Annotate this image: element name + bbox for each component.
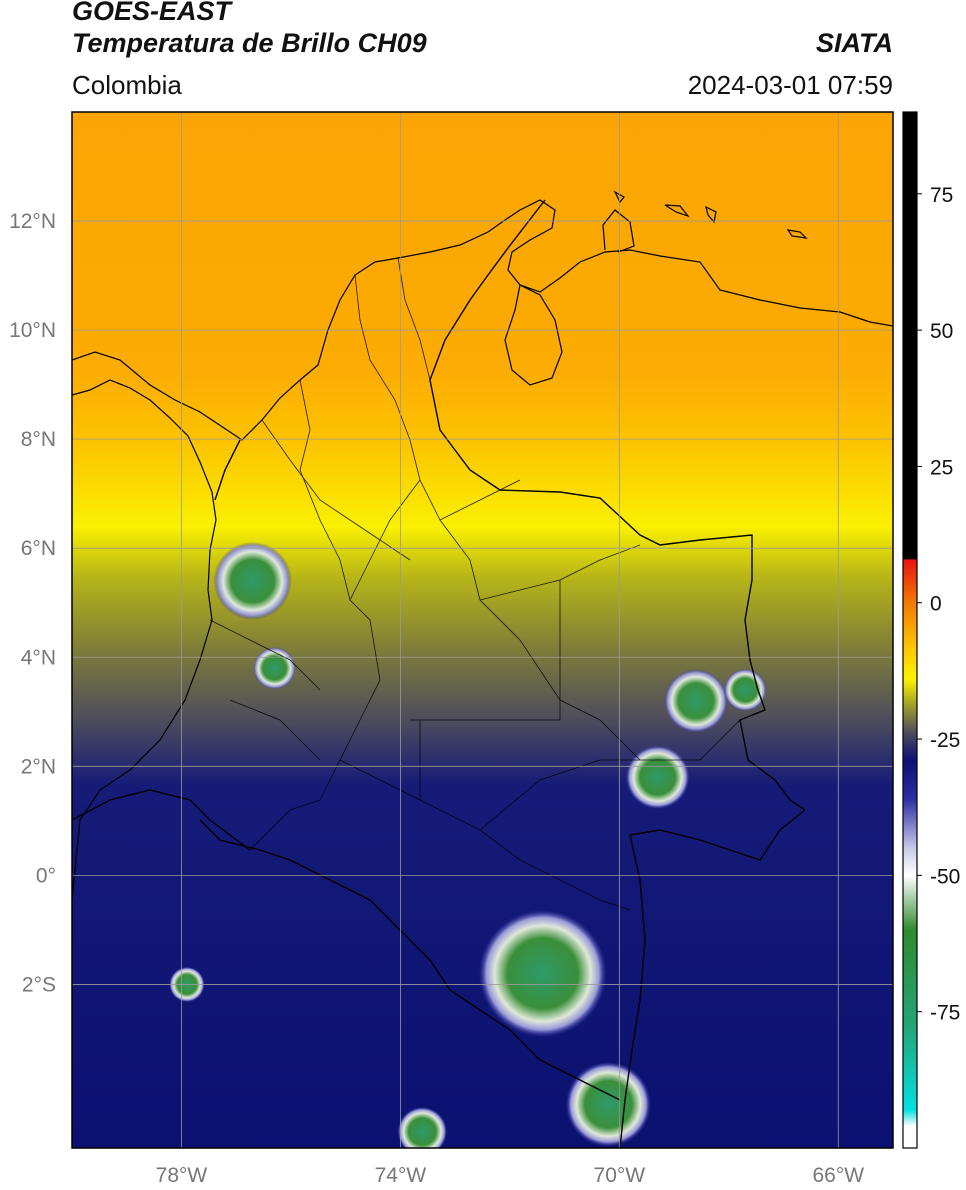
cloud-blob-1 xyxy=(253,646,296,690)
lat-tick-label: 8°N xyxy=(21,428,56,451)
brand-label: SIATA xyxy=(816,28,893,58)
product-title: Temperatura de Brillo CH09 xyxy=(72,28,427,58)
colorbar-tick-label: -25 xyxy=(930,729,960,752)
colorbar-tick-label: 25 xyxy=(930,456,953,479)
longitude-ticks: 78°W 74°W 70°W 66°W xyxy=(156,1164,865,1187)
lat-tick-label: 6°N xyxy=(21,537,56,560)
cloud-blob-4 xyxy=(625,745,690,810)
border-brazil xyxy=(619,809,806,1148)
colorbar-tick-label: -50 xyxy=(930,865,960,888)
isla-1 xyxy=(664,204,690,218)
datetime-label: 2024-03-01 07:59 xyxy=(687,70,893,100)
lat-tick-label: 12°N xyxy=(9,210,56,233)
pacific-coast xyxy=(72,379,217,901)
isla-2 xyxy=(705,205,717,224)
colorbar-tick-label: -75 xyxy=(930,1002,960,1025)
colorbar xyxy=(903,112,917,1148)
cloud-blob-3 xyxy=(565,1061,652,1147)
region-label: Colombia xyxy=(72,70,182,100)
graticule xyxy=(72,112,893,1148)
lon-tick-label: 66°W xyxy=(812,1164,864,1187)
paraguana xyxy=(602,209,635,253)
map-frame xyxy=(71,111,894,1149)
lon-tick-label: 74°W xyxy=(375,1164,427,1187)
cloud-blob-6 xyxy=(723,668,767,712)
lat-tick-label: 10°N xyxy=(9,319,56,342)
cloud-blob-0 xyxy=(213,541,292,620)
colorbar-scale xyxy=(903,112,917,1148)
latitude-ticks: 12°N 10°N 8°N 6°N 4°N 2°N 0° 2°S xyxy=(9,210,56,996)
border-ecuador xyxy=(72,789,251,851)
border-panama xyxy=(214,439,241,501)
caribbean-coast xyxy=(72,199,893,441)
lon-tick-label: 78°W xyxy=(156,1164,208,1187)
lat-tick-label: 2°N xyxy=(21,755,56,778)
lat-tick-label: 4°N xyxy=(21,646,56,669)
colorbar-tick-label: 0 xyxy=(930,593,942,616)
cloud-blob-7 xyxy=(397,1106,448,1148)
border-peru xyxy=(199,819,621,1101)
isla-3 xyxy=(786,229,808,239)
colorbar-ticks: 75 50 25 0 -25 -50 -75 xyxy=(917,184,960,1025)
colorbar-tick-label: 75 xyxy=(930,184,953,207)
department-borders xyxy=(209,257,741,911)
cloud-blob-2 xyxy=(478,909,607,1038)
colorbar-tick-label: 50 xyxy=(930,320,953,343)
cloud-blob-5 xyxy=(663,668,728,733)
satellite-title: GOES-EAST xyxy=(72,0,232,26)
cold-cloud-tops xyxy=(169,541,767,1148)
colorbar-frame xyxy=(902,111,918,1149)
lat-tick-label: 2°S xyxy=(22,973,56,996)
lake-maracaibo xyxy=(504,284,563,386)
lon-tick-label: 70°W xyxy=(594,1164,646,1187)
lat-tick-label: 0° xyxy=(36,864,56,887)
coastlines xyxy=(72,190,893,901)
